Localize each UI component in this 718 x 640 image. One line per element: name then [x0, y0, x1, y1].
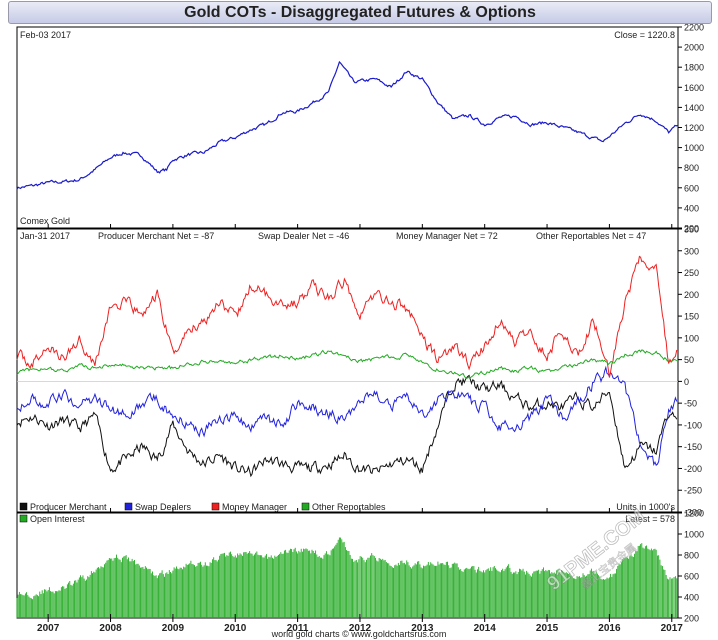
legend-label: Swap Dealers	[135, 502, 192, 512]
x-tick-label: 2008	[99, 623, 122, 634]
x-tick-label: 2014	[474, 623, 497, 634]
panel-frame	[16, 26, 679, 229]
panel-frame	[16, 228, 679, 513]
x-tick-label: 2013	[411, 623, 434, 634]
legend-swatch	[19, 514, 28, 523]
y-tick-label: -150	[684, 442, 702, 452]
y-tick-label: 1200	[684, 509, 704, 519]
x-tick-label: 2011	[287, 623, 309, 634]
y-tick-label: 2000	[684, 43, 704, 53]
y-tick-label: 200	[684, 290, 699, 300]
legend-swatch	[124, 502, 133, 511]
latest-value-label: Latest = 578	[625, 514, 675, 524]
y-tick-label: 2200	[684, 23, 704, 33]
gold-price-line	[16, 60, 678, 190]
net-position-annotation: Other Reportables Net = 47	[536, 231, 646, 241]
open-interest-label: Open Interest	[30, 514, 85, 524]
legend-swatch	[19, 502, 28, 511]
y-tick-label: 600	[684, 183, 699, 193]
legend-label: Other Reportables	[312, 502, 386, 512]
y-tick-label: 350	[684, 225, 699, 235]
net-position-annotation: Swap Dealer Net = -46	[258, 231, 349, 241]
y-tick-label: -50	[684, 399, 697, 409]
units-label: Units in 1000's	[616, 502, 675, 512]
x-tick-label: 2016	[598, 623, 621, 634]
y-tick-label: 1600	[684, 83, 704, 93]
y-tick-label: 1200	[684, 123, 704, 133]
y-tick-label: -250	[684, 486, 702, 496]
y-tick-label: 1400	[684, 103, 704, 113]
y-tick-label: 800	[684, 163, 699, 173]
y-tick-label: 1800	[684, 63, 704, 73]
footer-credit: world gold charts © www.goldchartsrus.co…	[271, 629, 447, 639]
y-tick-label: 0	[684, 377, 689, 387]
y-tick-label: -100	[684, 420, 702, 430]
x-tick-label: 2017	[661, 623, 684, 634]
net-position-annotation: Money Manager Net = 72	[396, 231, 498, 241]
y-tick-label: 400	[684, 593, 699, 603]
y-tick-label: 200	[684, 614, 699, 624]
legend-swatch	[301, 502, 310, 511]
y-tick-label: 250	[684, 268, 699, 278]
series-line-producer-merchant	[16, 374, 678, 478]
y-tick-label: -300	[684, 508, 702, 518]
x-tick-label: 2015	[536, 623, 559, 634]
date-label: Feb-03 2017	[20, 30, 71, 40]
y-tick-label: 1000	[684, 530, 704, 540]
y-tick-label: 1000	[684, 143, 704, 153]
series-line-money-manager	[16, 255, 678, 378]
source-label: Comex Gold	[20, 216, 70, 226]
x-tick-label: 2007	[37, 623, 60, 634]
series-line-other-reportables	[16, 349, 678, 379]
legend-label: Producer Merchant	[30, 502, 107, 512]
x-tick-label: 2012	[349, 623, 372, 634]
series-line-swap-dealers	[16, 365, 678, 467]
y-tick-label: 400	[684, 203, 699, 213]
date-label: Jan-31 2017	[20, 231, 70, 241]
legend-label: Money Manager	[222, 502, 287, 512]
legend-swatch	[211, 502, 220, 511]
x-tick-label: 2009	[162, 623, 185, 634]
y-tick-label: 600	[684, 572, 699, 582]
x-tick-label: 2010	[224, 623, 247, 634]
y-tick-label: 150	[684, 312, 699, 322]
title-banner: Gold COTs - Disaggregated Futures & Opti…	[8, 1, 712, 24]
y-tick-label: 50	[684, 355, 694, 365]
close-label: Close = 1220.8	[614, 30, 675, 40]
y-tick-label: 300	[684, 246, 699, 256]
net-position-annotation: Producer Merchant Net = -87	[98, 231, 214, 241]
y-tick-label: 100	[684, 333, 699, 343]
chart-title: Gold COTs - Disaggregated Futures & Opti…	[184, 4, 536, 21]
y-tick-label: 200	[684, 224, 699, 234]
y-tick-label: -200	[684, 464, 702, 474]
y-tick-label: 800	[684, 551, 699, 561]
